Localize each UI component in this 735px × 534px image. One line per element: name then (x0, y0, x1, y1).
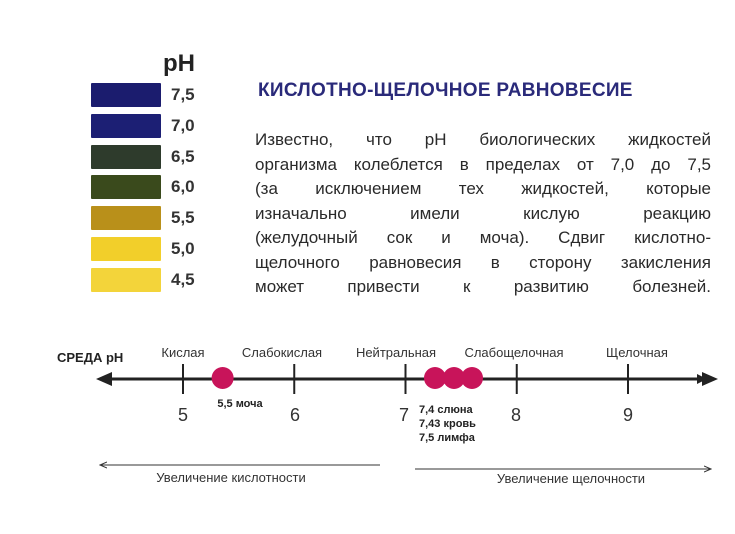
paragraph-line: Известно, что рН биологических жидкостей (255, 130, 711, 149)
paragraph-line: (за исключением тех жидкостей, которые (255, 179, 711, 198)
ph-marker-dot (211, 367, 234, 389)
acidity-arrow-label: Увеличение кислотности (156, 470, 305, 485)
marker-label-lymph: 7,5 лимфа (419, 432, 476, 444)
ph-legend-title: pH (163, 50, 195, 77)
zone-label: Щелочная (606, 345, 668, 360)
zone-label: Кислая (161, 345, 204, 360)
ph-swatch-label: 6,0 (171, 177, 195, 197)
marker-label-blood: 7,43 кровь (419, 418, 476, 430)
ph-swatch-label: 6,5 (171, 146, 195, 166)
ph-color-swatch (91, 113, 161, 138)
ph-marker-dot (443, 367, 465, 389)
zone-label: Нейтральная (356, 345, 436, 360)
zone-label: Слабощелочная (464, 345, 563, 360)
tick-label: 5 (178, 405, 188, 425)
ph-color-swatch (91, 267, 161, 292)
ph-color-swatch (91, 175, 161, 200)
zone-label: Слабокислая (242, 345, 322, 360)
ph-swatch-label: 4,5 (171, 269, 195, 289)
ph-color-swatch (91, 237, 161, 261)
description-paragraph: Известно, что рН биологических жидкостей… (255, 128, 711, 300)
axis-right-arrowhead (702, 372, 718, 386)
tick-label: 9 (623, 405, 633, 425)
paragraph-line: организма колеблется в пределах от 7,0 д… (255, 154, 711, 174)
tick-marks (182, 364, 629, 394)
page-heading: КИСЛОТНО-ЩЕЛОЧНОЕ РАВНОВЕСИЕ (258, 80, 633, 101)
paragraph-line: изначально имели кислую реакцию (255, 203, 711, 223)
ph-markers (211, 367, 483, 389)
tick-label: 7 (399, 405, 409, 425)
axis-label: СРЕДА рН (57, 350, 123, 365)
alkalinity-arrow-label: Увеличение щелочности (497, 471, 645, 486)
ph-swatch-label: 7,0 (171, 115, 195, 135)
paragraph-line: (желудочный сок и моча). Сдвиг кислотно- (255, 228, 711, 247)
ph-swatch-label: 5,0 (171, 239, 195, 258)
ph-swatch-label: 5,5 (171, 208, 195, 228)
axis-left-arrowhead (96, 372, 112, 386)
ph-color-swatch (91, 83, 161, 107)
ph-color-swatch (91, 144, 161, 169)
ph-marker-dot (424, 367, 446, 389)
ph-swatch-label: 7,5 (171, 85, 195, 104)
paragraph-line: щелочного равновесия в сторону закислени… (255, 252, 711, 272)
marker-label-urine: 5,5 моча (217, 398, 263, 410)
ph-marker-dot (461, 367, 483, 389)
tick-label: 8 (511, 405, 521, 425)
marker-label-saliva: 7,4 слюна (419, 404, 473, 416)
tick-label: 6 (290, 405, 300, 425)
ph-color-swatch (91, 206, 161, 231)
paragraph-line: может привести к развитию болезней. (255, 277, 711, 296)
